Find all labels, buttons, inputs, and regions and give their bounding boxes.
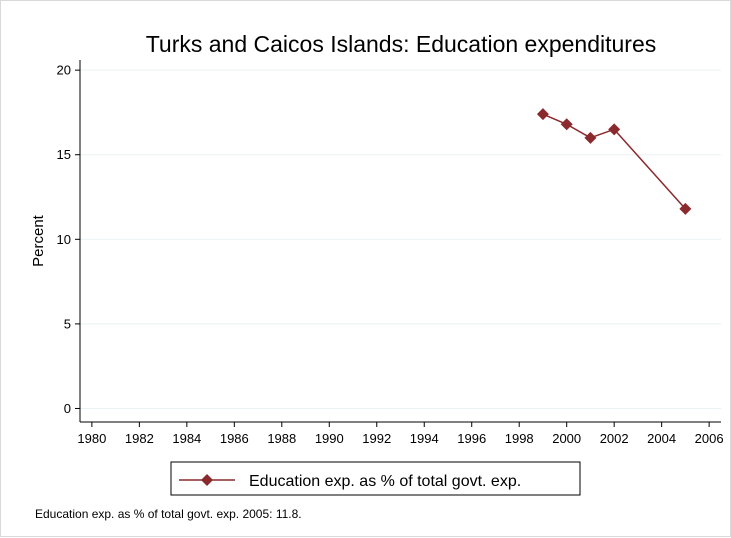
x-tick-label: 1998 — [505, 431, 534, 446]
x-axis-ticks: 1980 1982 1984 1986 1988 1990 1992 1994 1996 1998… — [77, 422, 724, 446]
series-layer — [536, 108, 692, 215]
axes — [79, 60, 721, 423]
y-tick-label: 0 — [64, 401, 71, 416]
y-tick-label: 10 — [57, 232, 71, 247]
x-tick-label: 1988 — [267, 431, 296, 446]
y-tick-label: 20 — [57, 63, 71, 78]
x-tick-label: 1986 — [220, 431, 249, 446]
legend-marker-swatch — [201, 474, 213, 486]
data-point-2000 — [560, 118, 573, 131]
x-tick-label: 1982 — [125, 431, 154, 446]
x-tick-label: 2004 — [647, 431, 676, 446]
x-tick-label: 1984 — [172, 431, 201, 446]
data-point-1999 — [536, 108, 549, 121]
y-tick-label: 15 — [57, 147, 71, 162]
data-point-2001 — [584, 131, 597, 144]
x-tick-label: 1980 — [77, 431, 106, 446]
data-point-2002 — [608, 123, 621, 136]
y-axis-label: Percent — [30, 214, 47, 267]
x-tick-label: 1990 — [315, 431, 344, 446]
legend-label: Education exp. as % of total govt. exp. — [249, 473, 521, 490]
x-tick-label: 2006 — [695, 431, 724, 446]
x-tick-label: 2002 — [600, 431, 629, 446]
x-tick-label: 2000 — [552, 431, 581, 446]
data-point-2005 — [679, 202, 692, 215]
y-tick-label: 5 — [64, 316, 71, 331]
legend-box — [170, 461, 581, 496]
x-tick-label: 1992 — [362, 431, 391, 446]
chart-title: Turks and Caicos Islands: Education expe… — [146, 31, 657, 57]
footnote: Education exp. as % of total govt. exp. … — [35, 507, 302, 521]
x-tick-label: 1996 — [457, 431, 486, 446]
legend: Education exp. as % of total govt. exp. — [170, 461, 581, 496]
x-tick-label: 1994 — [410, 431, 439, 446]
y-axis-ticks: 0 5 10 15 20 — [57, 63, 80, 416]
gridlines — [80, 69, 721, 409]
